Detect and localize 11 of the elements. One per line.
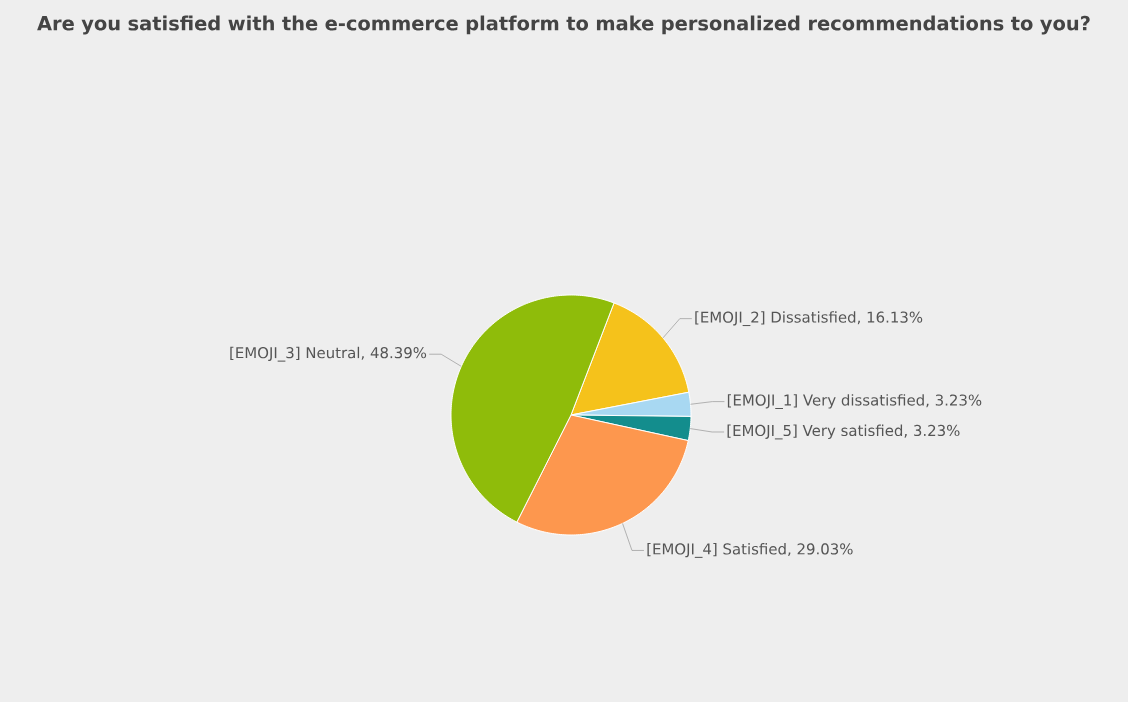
data-label: , 3.23% [904, 424, 960, 438]
chart-title: Are you satisfied with the e-commerce platform to make personalized recommendations to you? [37, 15, 1090, 35]
slice-label: [EMOJI_1] Very dissatisfied [727, 394, 924, 410]
data-label: , 48.39% [361, 347, 427, 360]
slice-label: [EMOJI_3] Neutral [230, 346, 360, 362]
slice-label: [EMOJI_5] Very satisfied [727, 424, 903, 440]
data-label: , 3.23% [926, 394, 982, 408]
data-label: , 16.13% [857, 311, 923, 325]
slice-label: [EMOJI_4] Satisfied [647, 543, 786, 558]
slice-label: [EMOJI_2] Dissatisfied [695, 311, 856, 327]
data-label: , 29.03% [788, 543, 853, 557]
